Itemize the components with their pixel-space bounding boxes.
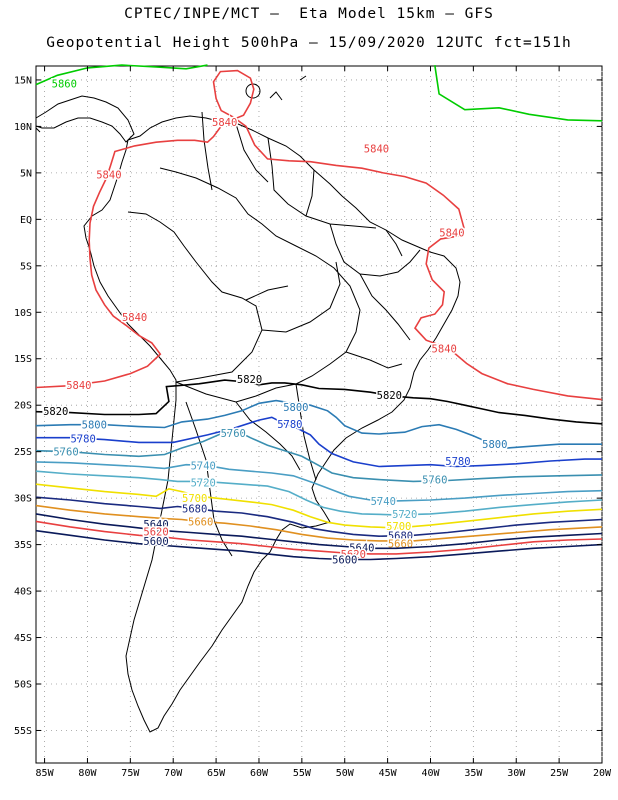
lon-tick-label: 40W [421, 768, 440, 779]
geopotential-contours: 5860 5840 5840 5840 5840 5840 5840 5840 5820 5820… [35, 64, 603, 568]
contour-label-5640: 5640 [349, 542, 374, 554]
lat-tick-label: 35S [14, 540, 32, 551]
contour-5720 [35, 470, 603, 516]
lat-tick-label: 5S [20, 261, 32, 272]
contour-label-5680: 5680 [388, 530, 413, 542]
lon-tick-label: 45W [379, 768, 398, 779]
contour-label-5820: 5820 [43, 406, 68, 418]
lat-tick-label: 15N [14, 75, 32, 86]
lat-tick-label: 50S [14, 680, 32, 691]
contour-label-5600: 5600 [143, 536, 168, 548]
lon-tick-label: 65W [207, 768, 226, 779]
lat-tick-label: 10N [14, 122, 32, 133]
contour-label-5680: 5680 [182, 503, 207, 515]
contour-label-5640: 5640 [143, 519, 168, 531]
lat-tick-label: 15S [14, 354, 32, 365]
contour-5600 [35, 529, 603, 561]
contour-5820 [35, 379, 603, 425]
contour-5780 [36, 416, 602, 468]
contour-label-5760: 5760 [422, 475, 447, 487]
chart-title-line1: CPTEC/INPE/MCT – Eta Model 15km – GFS [124, 6, 494, 22]
contour-label-5800: 5800 [482, 439, 507, 451]
contour-label-5720: 5720 [191, 477, 216, 489]
country-borders [127, 111, 421, 557]
lat-tick-label: 40S [14, 587, 32, 598]
contour-label-5620: 5620 [341, 549, 366, 561]
contour-label-5620: 5620 [143, 527, 168, 539]
contour-5860 [434, 64, 603, 122]
lon-tick-label: 60W [250, 768, 269, 779]
lat-tick-label: 5N [20, 168, 32, 179]
contour-5740 [35, 461, 603, 502]
caribbean-islands [35, 75, 307, 133]
contour-5800 [35, 399, 602, 449]
contour-label-5840: 5840 [432, 344, 457, 356]
contour-label-5840: 5840 [364, 144, 389, 156]
lat-tick-label: 45S [14, 633, 32, 644]
lat-tick-label: 20S [14, 401, 32, 412]
lon-tick-label: 85W [36, 768, 55, 779]
contour-5760 [35, 430, 603, 483]
contour-5840 [35, 69, 603, 401]
lon-tick-label: 75W [121, 768, 140, 779]
lon-tick-label: 55W [293, 768, 312, 779]
lat-tick-label: 25S [14, 447, 32, 458]
contour-label-5820: 5820 [237, 374, 262, 386]
contour-label-5840: 5840 [96, 170, 121, 182]
contour-5620 [35, 520, 603, 555]
contour-label-5840: 5840 [66, 380, 91, 392]
central-america-coast [35, 95, 135, 143]
contour-label-5740: 5740 [371, 496, 396, 508]
contour-label-5840: 5840 [122, 312, 147, 324]
contour-5700 [35, 483, 603, 529]
contour-5640 [35, 513, 603, 550]
contour-label-5840: 5840 [439, 227, 464, 239]
contour-label-5860: 5860 [52, 79, 77, 91]
contour-5660 [35, 504, 603, 542]
lon-tick-label: 70W [164, 768, 183, 779]
contour-label-5600: 5600 [332, 554, 357, 566]
contour-label-5800: 5800 [82, 420, 107, 432]
lat-tick-label: EQ [20, 215, 32, 226]
contour-label-5700: 5700 [386, 521, 411, 533]
contour-label-5820: 5820 [377, 390, 402, 402]
continent-outline [35, 75, 461, 733]
contour-label-5800: 5800 [283, 402, 308, 414]
south-america-coast [83, 115, 461, 733]
contour-5680 [35, 496, 603, 538]
contour-label-5760: 5760 [221, 428, 246, 440]
lon-tick-label: 50W [336, 768, 355, 779]
contour-label-5720: 5720 [392, 509, 417, 521]
lon-tick-label: 35W [464, 768, 483, 779]
lon-tick-label: 20W [593, 768, 612, 779]
contour-label-5780: 5780 [71, 434, 96, 446]
contour-5860 [35, 64, 208, 86]
contour-label-5840: 5840 [212, 117, 237, 129]
chart-title-line2: Geopotential Height 500hPa – 15/09/2020 … [46, 35, 572, 51]
axis-ticks: 15N 10N 5N EQ 5S 10S 15S 20S 25S 30S 35S 40S 45S 50S 5… [14, 66, 612, 779]
lon-tick-label: 30W [507, 768, 526, 779]
contour-label-5780: 5780 [445, 456, 470, 468]
lat-tick-label: 55S [14, 726, 32, 737]
lat-lon-grid [36, 66, 603, 763]
lat-tick-label: 10S [14, 308, 32, 319]
lat-tick-label: 30S [14, 494, 32, 505]
contour-label-5740: 5740 [191, 461, 216, 473]
lon-tick-label: 25W [550, 768, 569, 779]
contour-label-5760: 5760 [53, 447, 78, 459]
contour-label-5700: 5700 [182, 493, 207, 505]
contour-label-5660: 5660 [188, 516, 213, 528]
contour-label-5780: 5780 [277, 419, 302, 431]
lon-tick-label: 80W [78, 768, 97, 779]
